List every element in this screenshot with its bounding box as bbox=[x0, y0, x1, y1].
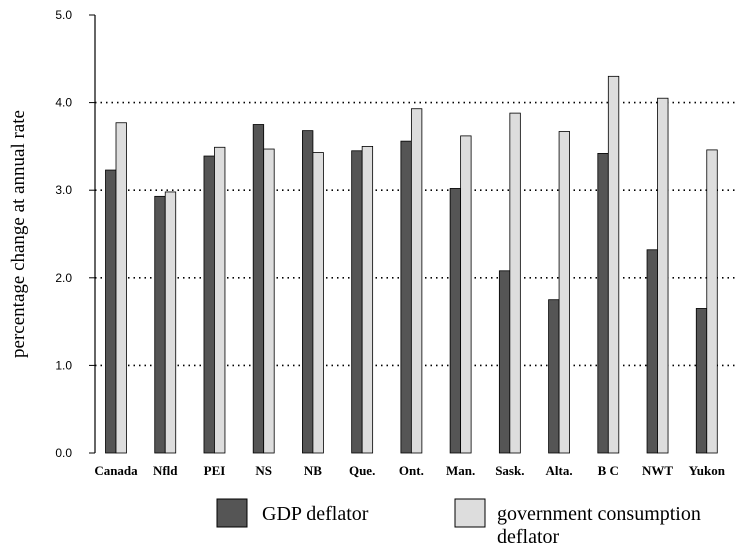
x-tick-label: B C bbox=[598, 463, 619, 478]
bar-gdp-deflator bbox=[154, 195, 166, 454]
x-tick-label: Ont. bbox=[399, 463, 424, 478]
y-tick-label: 0.0 bbox=[55, 446, 72, 460]
bar-government-consumption-deflator bbox=[115, 122, 127, 454]
bar-gdp-deflator bbox=[597, 153, 609, 454]
x-tick-label: Man. bbox=[446, 463, 475, 478]
bar-government-consumption-deflator bbox=[263, 148, 275, 454]
bar-government-consumption-deflator bbox=[460, 135, 472, 454]
bar-government-consumption-deflator bbox=[361, 145, 374, 454]
bar-gdp-deflator bbox=[400, 140, 412, 454]
legend-swatch-gov bbox=[454, 498, 486, 528]
bar-gdp-deflator bbox=[302, 130, 314, 454]
x-tick-label: Yukon bbox=[689, 463, 726, 478]
bar-government-consumption-deflator bbox=[558, 131, 570, 454]
legend-label-gov-line2: deflator bbox=[497, 526, 560, 546]
bar-government-consumption-deflator bbox=[312, 152, 324, 454]
y-ticks: 0.0 1.0 2.0 3.0 4.0 5.0 bbox=[55, 8, 95, 460]
x-tick-label: Canada bbox=[94, 463, 138, 478]
x-tick-label: Sask. bbox=[495, 463, 524, 478]
y-tick-label: 1.0 bbox=[55, 358, 72, 372]
bar-government-consumption-deflator bbox=[657, 97, 669, 454]
bars bbox=[105, 75, 718, 454]
legend-label-gdp: GDP deflator bbox=[262, 503, 369, 525]
bar-gdp-deflator bbox=[105, 169, 117, 454]
y-tick-label: 4.0 bbox=[55, 96, 72, 110]
y-tick-label: 3.0 bbox=[55, 183, 72, 197]
y-tick-label: 5.0 bbox=[55, 8, 72, 22]
bar-gdp-deflator bbox=[695, 308, 708, 454]
bar-gdp-deflator bbox=[498, 270, 511, 454]
bar-government-consumption-deflator bbox=[164, 191, 177, 454]
legend: GDP deflator government consumption defl… bbox=[216, 498, 701, 546]
bar-gdp-deflator bbox=[548, 299, 560, 454]
legend-label-gov-line1: government consumption bbox=[497, 503, 701, 525]
x-tick-labels: Canada Nfld PEI NS NB Que. Ont. Man. Sask. Alta. B… bbox=[94, 463, 725, 478]
bar-government-consumption-deflator bbox=[214, 146, 226, 454]
x-tick-label: NS bbox=[255, 463, 272, 478]
bar-gdp-deflator bbox=[646, 249, 658, 454]
x-tick-label: PEI bbox=[204, 463, 226, 478]
bar-government-consumption-deflator bbox=[706, 149, 718, 454]
bar-government-consumption-deflator bbox=[410, 108, 423, 454]
bar-gdp-deflator bbox=[449, 188, 462, 454]
legend-swatch-gdp bbox=[216, 498, 248, 528]
bar-government-consumption-deflator bbox=[509, 112, 521, 454]
bar-gdp-deflator bbox=[351, 150, 363, 454]
y-axis-label: percentage change at annual rate bbox=[8, 110, 29, 358]
x-tick-label: NWT bbox=[642, 463, 673, 478]
bar-gdp-deflator bbox=[252, 124, 265, 454]
x-tick-label: Nfld bbox=[153, 463, 178, 478]
bar-government-consumption-deflator bbox=[607, 75, 620, 454]
x-tick-label: NB bbox=[304, 463, 322, 478]
x-tick-label: Alta. bbox=[546, 463, 573, 478]
bar-gdp-deflator bbox=[203, 155, 215, 454]
y-tick-label: 2.0 bbox=[55, 271, 72, 285]
x-tick-label: Que. bbox=[349, 463, 375, 478]
